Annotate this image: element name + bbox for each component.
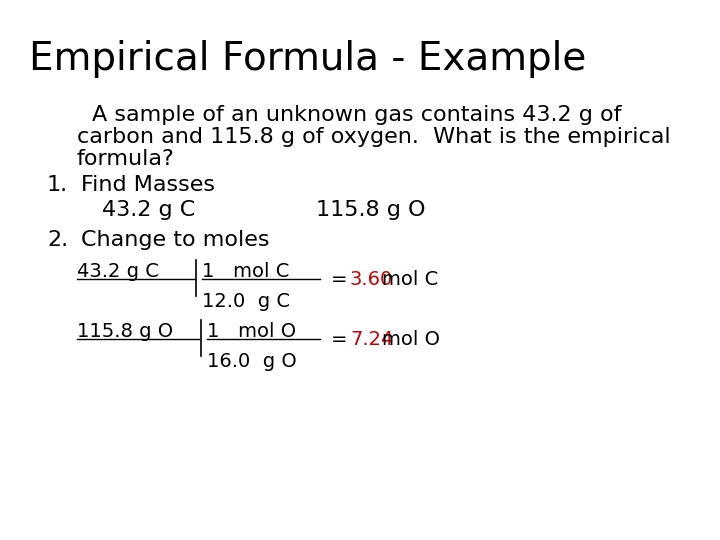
Text: 2.: 2. bbox=[47, 230, 68, 250]
Text: 115.8 g O: 115.8 g O bbox=[77, 322, 173, 341]
Text: mol C: mol C bbox=[382, 270, 438, 289]
Text: mol O: mol O bbox=[382, 330, 441, 349]
Text: A sample of an unknown gas contains 43.2 g of: A sample of an unknown gas contains 43.2… bbox=[92, 105, 621, 125]
Text: Change to moles: Change to moles bbox=[81, 230, 269, 250]
Text: 12.0  g C: 12.0 g C bbox=[202, 292, 290, 311]
Text: 3.60: 3.60 bbox=[350, 270, 393, 289]
Text: 1   mol O: 1 mol O bbox=[207, 322, 296, 341]
Text: =: = bbox=[331, 270, 348, 289]
Text: 115.8 g O: 115.8 g O bbox=[316, 200, 426, 220]
Text: Empirical Formula - Example: Empirical Formula - Example bbox=[29, 40, 586, 78]
Text: carbon and 115.8 g of oxygen.  What is the empirical: carbon and 115.8 g of oxygen. What is th… bbox=[77, 127, 670, 147]
Text: 7.24: 7.24 bbox=[350, 330, 393, 349]
Text: 1   mol C: 1 mol C bbox=[202, 262, 289, 281]
Text: 1.: 1. bbox=[47, 175, 68, 195]
Text: =: = bbox=[331, 330, 348, 349]
Text: 43.2 g C: 43.2 g C bbox=[77, 262, 158, 281]
Text: 16.0  g O: 16.0 g O bbox=[207, 352, 297, 371]
Text: Find Masses: Find Masses bbox=[81, 175, 215, 195]
Text: 43.2 g C: 43.2 g C bbox=[102, 200, 196, 220]
Text: formula?: formula? bbox=[77, 149, 174, 169]
